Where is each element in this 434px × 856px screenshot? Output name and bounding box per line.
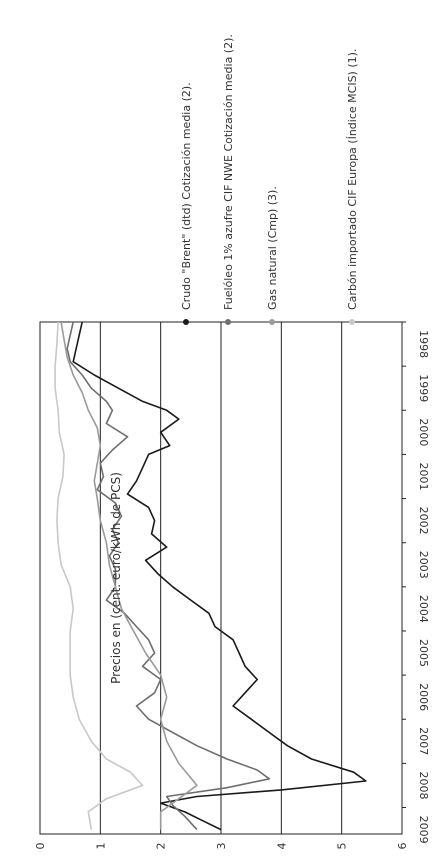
x-tick-label-2005: 2005 (417, 639, 430, 667)
x-tick-label-2000: 2000 (417, 418, 430, 446)
legend-label-0: Crudo "Brent" (dtd) Cotización media (2)… (180, 82, 193, 310)
legend-marker-1 (225, 319, 231, 325)
x-tick-label-2002: 2002 (417, 507, 430, 535)
x-tick-label-2007: 2007 (417, 727, 430, 755)
y-tick-label-6: 6 (396, 843, 409, 850)
x-tick-label-2001: 2001 (417, 462, 430, 490)
legend-label-1: Fuelóleo 1% azufre CIF NWE Cotización me… (222, 34, 235, 310)
x-axis-ticks: 1998 1999 2000 2001 2002 2003 2004 2005 2006 2007… (402, 321, 430, 844)
y-tick-label-2: 2 (155, 843, 168, 850)
series-line-1 (66, 321, 271, 831)
x-tick-label-2006: 2006 (417, 683, 430, 711)
x-tick-label-2009: 2009 (417, 816, 430, 844)
legend-label-3: Carbón importado CIF Europa (Índice MCIS… (346, 49, 359, 310)
x-tick-label-2008: 2008 (417, 771, 430, 799)
series-line-3 (54, 321, 144, 830)
y-axis-ticks: 0 1 2 3 4 5 6 (34, 843, 409, 850)
y-tick-label-0: 0 (34, 843, 47, 850)
x-tick-label-1998: 1998 (417, 330, 430, 358)
x-tick-label-1999: 1999 (417, 374, 430, 402)
x-tick-label-2003: 2003 (417, 551, 430, 579)
legend: Crudo "Brent" (dtd) Cotización media (2)… (180, 34, 359, 325)
chart-title: Precios en (cent. euro/kWh de PCS) (109, 472, 123, 684)
series-lines (54, 321, 367, 831)
x-tick-label-2004: 2004 (417, 595, 430, 623)
legend-marker-3 (349, 319, 355, 325)
legend-marker-2 (269, 319, 275, 325)
y-tick-label-1: 1 (94, 843, 107, 850)
series-line-0 (72, 321, 367, 831)
y-tick-label-5: 5 (336, 843, 349, 850)
plot-area: 0 1 2 3 4 5 6 1998 1999 2000 2001 2002 2003 2004 2005… (34, 321, 430, 850)
legend-marker-0 (183, 319, 189, 325)
legend-label-2: Gas natural (Cmp) (3). (266, 186, 279, 310)
y-tick-label-4: 4 (275, 843, 288, 850)
y-tick-label-3: 3 (215, 843, 228, 850)
series-line-2 (60, 321, 198, 830)
